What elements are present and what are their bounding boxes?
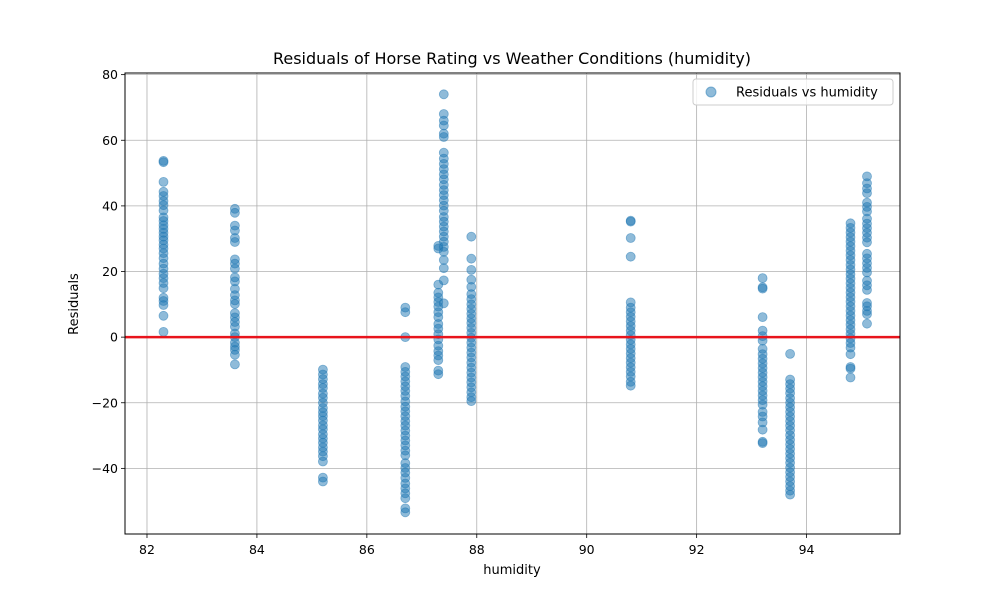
x-tick-label: 94 xyxy=(799,542,815,557)
scatter-point xyxy=(229,263,240,274)
scatter-point xyxy=(785,348,795,359)
scatter-point xyxy=(862,284,872,295)
y-tick-label: 60 xyxy=(102,133,118,148)
scatter-point xyxy=(862,188,872,199)
scatter-point xyxy=(400,493,411,504)
scatter-point xyxy=(862,237,872,248)
scatter-point xyxy=(438,120,449,131)
scatter-point xyxy=(466,264,477,275)
scatter-point xyxy=(229,359,240,370)
scatter-point xyxy=(438,263,449,274)
y-axis-title: Residuals xyxy=(67,273,82,335)
chart-title: Residuals of Horse Rating vs Weather Con… xyxy=(273,49,751,68)
x-tick-label: 82 xyxy=(139,542,155,557)
x-axis-ticks: 82 84 86 88 90 92 94 xyxy=(139,534,815,557)
scatter-point xyxy=(433,355,444,366)
scatter-point xyxy=(317,476,328,487)
scatter-point xyxy=(158,283,169,294)
scatter-point xyxy=(625,233,636,243)
scatter-point xyxy=(317,456,328,467)
scatter-point xyxy=(757,424,768,435)
y-tick-label: 0 xyxy=(110,330,118,345)
legend-marker xyxy=(705,86,717,98)
scatter-point xyxy=(158,326,169,337)
scatter-point xyxy=(466,253,477,264)
scatter-point xyxy=(757,273,768,284)
scatter-point xyxy=(433,369,444,380)
scatter-point xyxy=(400,307,411,318)
scatter-point xyxy=(158,300,169,310)
scatter-point xyxy=(757,283,768,294)
scatter-point xyxy=(229,299,240,309)
x-tick-label: 90 xyxy=(579,542,595,557)
legend: Residuals vs humidity xyxy=(692,78,894,106)
scatter-point xyxy=(845,363,856,374)
scatter-point xyxy=(438,89,449,100)
scatter-point xyxy=(785,489,795,500)
legend-label: Residuals vs humidity xyxy=(736,86,878,101)
y-tick-label: −20 xyxy=(92,395,118,410)
scatter-point xyxy=(438,298,449,309)
scatter-point xyxy=(438,246,449,257)
scatter-point xyxy=(229,237,240,247)
scatter-point xyxy=(158,157,169,168)
scatter-point xyxy=(438,275,449,286)
x-axis-title: humidity xyxy=(483,563,541,578)
y-tick-label: 80 xyxy=(102,67,118,82)
scatter-point xyxy=(438,255,449,265)
y-axis-ticks: −40 −20 0 20 40 60 80 xyxy=(92,67,125,476)
scatter-point xyxy=(862,309,872,320)
scatter-point xyxy=(229,349,240,360)
scatter-point xyxy=(862,318,872,329)
scatter-point xyxy=(757,312,768,323)
scatter-point xyxy=(845,372,856,383)
y-tick-label: 40 xyxy=(102,198,118,213)
y-tick-label: −40 xyxy=(92,461,118,476)
scatter-point xyxy=(625,380,636,391)
scatter-point xyxy=(625,251,636,262)
x-tick-label: 84 xyxy=(249,542,265,557)
scatter-point xyxy=(757,438,768,449)
scatter-point xyxy=(625,216,636,227)
x-tick-label: 88 xyxy=(469,542,485,557)
legend-box xyxy=(692,78,894,106)
scatter-point xyxy=(229,207,240,218)
scatter-point xyxy=(158,310,169,321)
y-tick-label: 20 xyxy=(102,264,118,279)
data-points xyxy=(158,89,872,518)
scatter-point xyxy=(466,396,477,407)
x-tick-label: 92 xyxy=(689,542,705,557)
scatter-point xyxy=(845,349,856,360)
scatter-point xyxy=(400,507,411,518)
scatter-point xyxy=(862,267,872,278)
scatter-point xyxy=(466,231,477,242)
scatter-point xyxy=(438,132,449,142)
x-tick-label: 86 xyxy=(359,542,375,557)
scatter-point xyxy=(158,176,169,187)
plot-frame xyxy=(124,72,901,535)
